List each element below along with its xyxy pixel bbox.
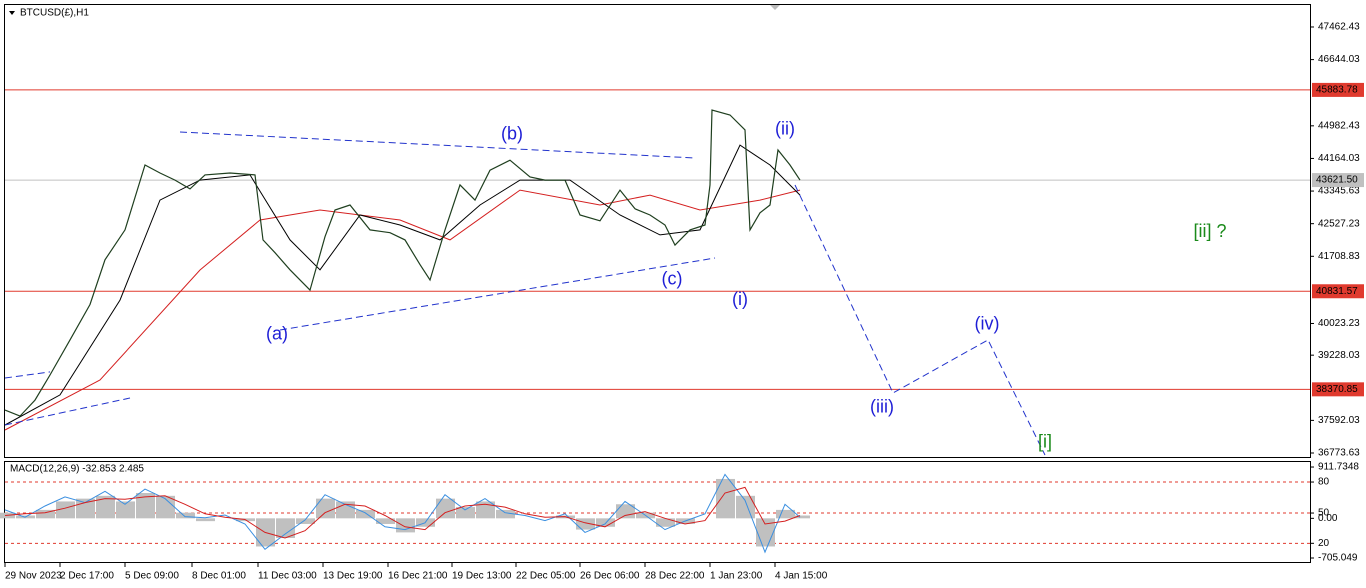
y-tick-label: 36773.63 xyxy=(1318,448,1360,459)
y-tick-label: 43345.63 xyxy=(1318,186,1360,197)
macd-histogram-bar xyxy=(736,495,755,519)
trend-line xyxy=(179,131,696,159)
wave-label: (iii) xyxy=(870,397,894,417)
y-tick-label: 42527.23 xyxy=(1318,218,1360,229)
wave-label: (i) xyxy=(732,289,748,309)
macd-histogram-bar xyxy=(436,498,455,519)
x-tick-label: 11 Dec 03:00 xyxy=(258,571,317,582)
x-tick-label: 28 Dec 22:00 xyxy=(645,571,705,582)
wave-label: (a) xyxy=(266,324,288,344)
macd-histogram-bar xyxy=(316,498,335,519)
macd-histogram-bar xyxy=(156,495,175,519)
macd-histogram-bar xyxy=(136,493,155,519)
shift-marker xyxy=(770,5,780,10)
x-tick-label: 2 Dec 17:00 xyxy=(60,571,114,582)
y-tick-label: 40023.23 xyxy=(1318,318,1360,329)
macd-tick-label: -705.049 xyxy=(1318,553,1358,564)
macd-histogram-bar xyxy=(496,509,515,519)
wave-label: [ii] ? xyxy=(1193,221,1226,241)
moving-average xyxy=(4,189,801,431)
macd-histogram-bar xyxy=(376,518,395,524)
macd-histogram-bar xyxy=(356,509,375,519)
macd-histogram-bar xyxy=(116,501,135,519)
wave-label: (iv) xyxy=(975,314,1000,334)
chart-title: BTCUSD(£),H1 xyxy=(20,8,89,19)
price-level-label: 43621.50 xyxy=(1316,175,1358,186)
macd-label: MACD(12,26,9) -32.853 2.485 xyxy=(10,464,144,475)
macd-histogram-bar xyxy=(276,518,295,539)
x-tick-label: 16 Dec 21:00 xyxy=(388,571,448,582)
macd-tick-label: 911.7348 xyxy=(1318,462,1359,473)
macd-histogram-bar xyxy=(396,518,415,533)
price-level-label: 40831.57 xyxy=(1316,286,1358,297)
x-tick-label: 22 Dec 05:00 xyxy=(516,571,576,582)
trend-line xyxy=(279,257,716,331)
macd-frame xyxy=(4,461,1311,563)
macd-histogram-bar xyxy=(36,509,55,519)
macd-histogram-bar xyxy=(476,501,495,519)
macd-histogram-bar xyxy=(791,515,810,519)
macd-histogram-bar xyxy=(776,509,795,519)
wave-label: (b) xyxy=(501,124,523,144)
macd-tick-label: 0.00 xyxy=(1318,513,1338,524)
macd-histogram-bar xyxy=(96,495,115,519)
x-tick-label: 8 Dec 01:00 xyxy=(192,571,246,582)
price-level-box xyxy=(1312,382,1364,397)
x-tick-label: 13 Dec 19:00 xyxy=(323,571,383,582)
macd-histogram-bar xyxy=(656,518,675,527)
price-level-label: 45883.78 xyxy=(1316,85,1358,96)
wave-label: (c) xyxy=(662,269,683,289)
x-tick-label: 5 Dec 09:00 xyxy=(125,571,179,582)
trend-line xyxy=(794,184,1046,456)
macd-histogram-bar xyxy=(716,478,735,519)
wave-label: [i] xyxy=(1038,432,1052,452)
macd-histogram-bar xyxy=(56,501,75,519)
x-tick-label: 26 Dec 06:00 xyxy=(580,571,640,582)
price-level-box xyxy=(1312,173,1364,188)
main-frame xyxy=(4,4,1311,458)
macd-signal xyxy=(4,486,801,539)
wave-label: (ii) xyxy=(775,119,795,139)
macd-tick-label: 50 xyxy=(1318,508,1330,519)
macd-histogram-bar xyxy=(196,518,215,522)
macd-histogram-bar xyxy=(456,507,475,519)
y-tick-label: 44982.43 xyxy=(1318,120,1360,131)
moving-average xyxy=(4,144,801,426)
x-tick-label: 29 Nov 2023 xyxy=(5,571,62,582)
menu-arrow[interactable] xyxy=(9,11,15,15)
y-tick-label: 47462.43 xyxy=(1318,22,1360,33)
macd-histogram-bar xyxy=(576,518,595,530)
x-tick-label: 1 Jan 23:00 xyxy=(710,571,763,582)
macd-histogram-bar xyxy=(176,512,195,519)
macd-tick-label: 20 xyxy=(1318,538,1330,549)
macd-tick-label: 80 xyxy=(1318,477,1330,488)
y-tick-label: 46644.03 xyxy=(1318,54,1360,65)
y-tick-label: 37592.03 xyxy=(1318,415,1360,426)
y-tick-label: 44164.03 xyxy=(1318,153,1360,164)
price-line xyxy=(4,109,801,417)
y-tick-label: 41708.83 xyxy=(1318,251,1360,262)
price-level-label: 38370.85 xyxy=(1316,384,1358,395)
macd-histogram-bar xyxy=(596,518,615,527)
price-level-box xyxy=(1312,284,1364,299)
trend-line xyxy=(4,371,51,379)
price-level-box xyxy=(1312,82,1364,97)
macd-histogram-bar xyxy=(296,518,315,524)
macd-line xyxy=(4,473,801,554)
y-tick-label: 39228.03 xyxy=(1318,350,1360,361)
x-tick-label: 19 Dec 13:00 xyxy=(452,571,512,582)
x-tick-label: 4 Jan 15:00 xyxy=(775,571,828,582)
